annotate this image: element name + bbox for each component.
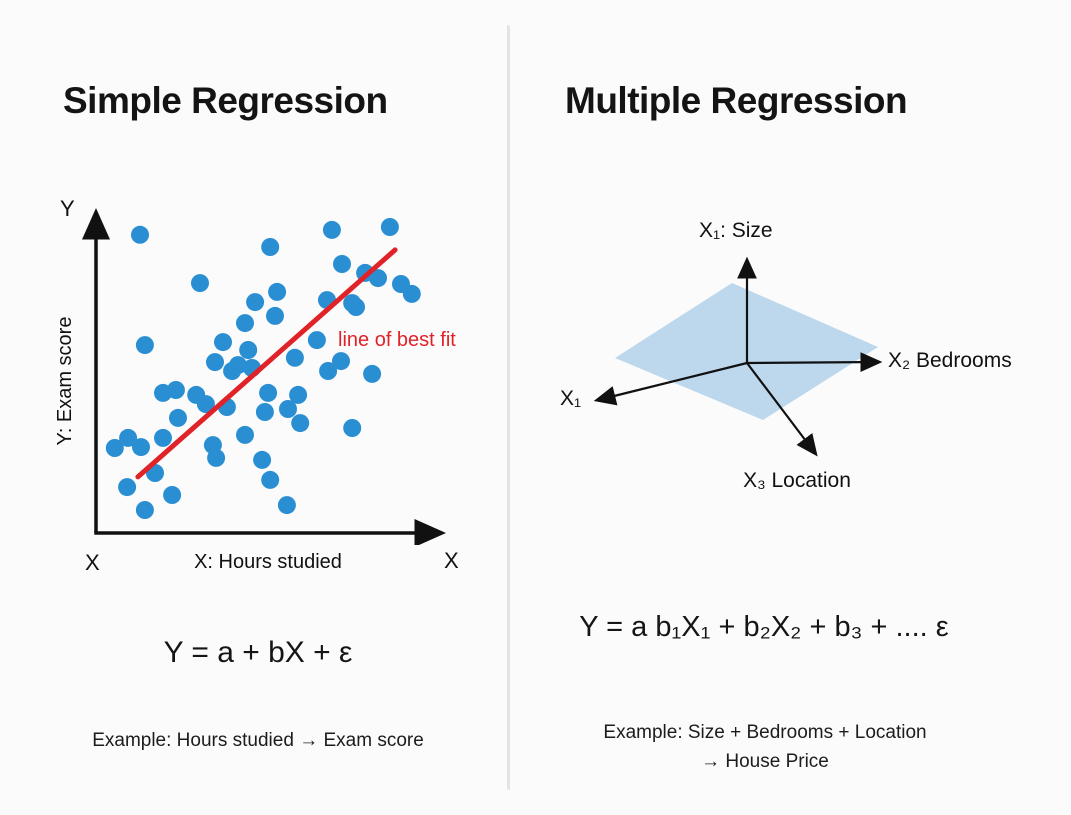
plane-diagram-svg: [593, 256, 883, 457]
scatter-point: [207, 448, 226, 467]
scatter-axes: [82, 208, 446, 545]
scatter-point: [261, 470, 280, 489]
scatter-point: [285, 348, 304, 367]
scatter-point: [363, 364, 382, 383]
scatter-point: [277, 496, 296, 515]
scatter-point: [223, 362, 242, 380]
scatter-point: [169, 408, 187, 427]
multiple-regression-example-line1: Example: Size + Bedrooms + Location: [603, 722, 927, 743]
scatter-point: [347, 298, 365, 316]
x2-bedrooms-axis-arrow: [746, 352, 883, 373]
scatter-point: [236, 314, 254, 333]
scatter-point: [259, 383, 278, 402]
scatter-point: [289, 385, 308, 404]
fit-line-label: line of best fit: [338, 329, 456, 351]
fit-line: [135, 247, 398, 480]
panel-divider: [507, 25, 510, 790]
scatter-point: [105, 439, 124, 457]
x-axis-letter-left: X: [85, 550, 100, 575]
x3-location-label: X₃ Location: [743, 469, 851, 492]
scatter-point: [154, 428, 172, 447]
scatter-point: [135, 336, 154, 355]
y-axis-letter: Y: [60, 196, 75, 221]
x2-bedrooms-label: X₂ Bedrooms: [888, 349, 1012, 372]
scatter-point: [291, 414, 310, 433]
scatter-point: [266, 306, 284, 325]
scatter-point: [214, 333, 232, 352]
scatter-point: [166, 381, 185, 399]
right-panel-title: Multiple Regression: [565, 80, 908, 121]
scatter-point: [253, 450, 272, 469]
left-panel-title: Simple Regression: [63, 80, 388, 121]
scatter-point: [132, 438, 150, 457]
scatter-point: [279, 400, 297, 418]
scatter-point: [261, 238, 280, 256]
scatter-point: [135, 501, 154, 519]
scatter-point: [236, 425, 254, 444]
scatter-point: [322, 220, 341, 239]
scatter-point: [191, 274, 209, 293]
multiple-regression-example-line2: → House Price: [701, 751, 829, 772]
scatter-point: [119, 428, 138, 447]
scatter-point: [343, 419, 362, 437]
plane-diagram-axes: [593, 256, 883, 457]
x-axis-caption: X: Hours studied: [194, 551, 342, 573]
x1-left-axis-arrow: [593, 361, 748, 406]
scatter-point: [319, 362, 338, 380]
scatter-point: [255, 403, 274, 421]
scatter-point: [246, 293, 265, 312]
scatter-point: [196, 395, 215, 414]
scatter-points: [105, 218, 421, 519]
multiple-regression-example: Example: Size + Bedrooms + Location → Ho…: [545, 718, 985, 776]
scatter-point: [239, 341, 258, 359]
scatter-point: [380, 218, 399, 236]
x1-size-label: X₁: Size: [699, 219, 773, 242]
x3-location-axis-arrow: [746, 362, 818, 457]
scatter-point: [333, 255, 351, 273]
scatter-point: [307, 331, 326, 350]
y-axis-caption: Y: Exam score: [54, 316, 76, 446]
scatter-point: [369, 269, 387, 288]
scatter-point: [206, 353, 224, 372]
scatter-point: [131, 225, 149, 244]
scatter-svg: [82, 208, 446, 545]
scatter-point: [332, 352, 350, 371]
scatter-point: [268, 282, 287, 301]
scatter-point: [163, 486, 182, 504]
scatter-point: [118, 478, 137, 497]
scatter-point: [402, 284, 421, 303]
multiple-regression-formula: Y = a b₁X₁ + b₂X₂ + b₃ + .... ε: [579, 611, 949, 643]
x1-left-label: X₁: [560, 387, 582, 410]
simple-regression-formula: Y = a + bX + ε: [163, 636, 353, 669]
x-axis-letter-right: X: [444, 548, 459, 573]
simple-regression-example: Example: Hours studied → Exam score: [92, 730, 424, 751]
